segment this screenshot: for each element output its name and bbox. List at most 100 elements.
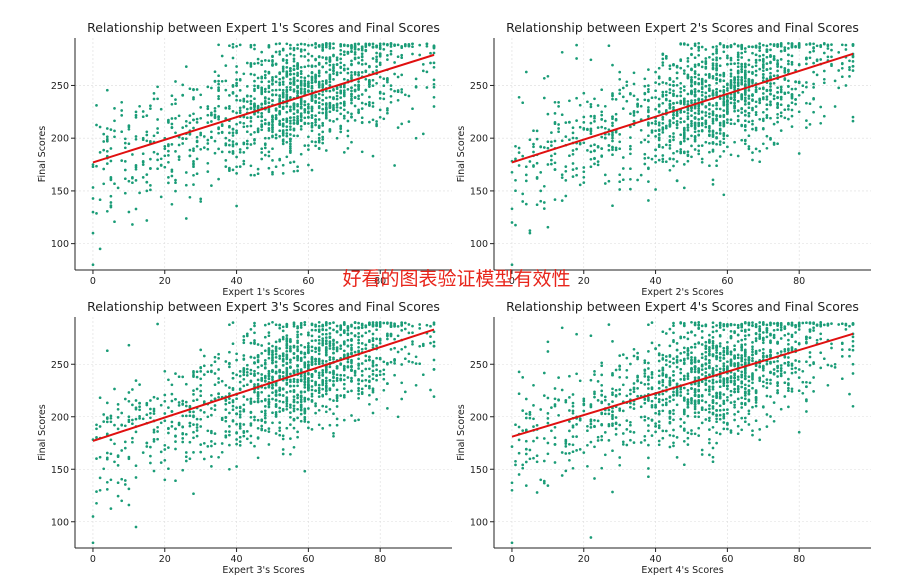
x-axis-label: Expert 1's Scores: [222, 287, 304, 298]
scatter-point: [317, 147, 321, 151]
scatter-point: [393, 43, 396, 47]
scatter-point: [639, 405, 643, 409]
scatter-point: [711, 89, 715, 93]
scatter-point: [805, 360, 808, 364]
scatter-point: [342, 67, 346, 71]
scatter-point: [389, 94, 393, 98]
scatter-point: [310, 398, 314, 402]
x-tick-label: 40: [231, 554, 243, 565]
scatter-point: [260, 419, 264, 423]
scatter-point: [91, 231, 95, 235]
scatter-point: [772, 419, 776, 423]
scatter-point: [560, 173, 564, 177]
scatter-point: [163, 165, 167, 169]
scatter-point: [421, 69, 425, 73]
scatter-point: [769, 88, 772, 92]
scatter-point: [736, 154, 740, 158]
scatter-point: [357, 48, 360, 51]
scatter-point: [668, 139, 672, 142]
scatter-point: [557, 101, 560, 104]
scatter-point: [747, 45, 751, 48]
scatter-point: [532, 165, 535, 168]
scatter-point: [733, 86, 736, 90]
scatter-point: [231, 56, 235, 60]
scatter-point: [271, 397, 274, 401]
scatter-point: [611, 63, 614, 67]
scatter-point: [844, 328, 848, 331]
scatter-point: [350, 389, 353, 393]
scatter-point: [722, 149, 726, 153]
scatter-point: [263, 414, 267, 417]
scatter-point: [235, 358, 238, 362]
scatter-point: [152, 428, 156, 432]
scatter-point: [779, 49, 783, 53]
scatter-point: [639, 173, 643, 177]
scatter-point: [643, 152, 647, 156]
scatter-point: [575, 423, 578, 426]
scatter-point: [661, 146, 665, 149]
scatter-point: [682, 133, 686, 137]
scatter-point: [310, 64, 314, 68]
scatter-point: [202, 364, 206, 368]
scatter-point: [195, 135, 199, 139]
scatter-point: [708, 361, 711, 365]
scatter-point: [682, 72, 686, 75]
scatter-point: [192, 161, 195, 165]
scatter-point: [342, 102, 346, 105]
scatter-point: [156, 397, 159, 400]
scatter-point: [743, 80, 747, 83]
scatter-point: [776, 369, 779, 373]
scatter-point: [224, 88, 228, 92]
scatter-point: [700, 87, 704, 91]
scatter-point: [242, 370, 246, 374]
scatter-point: [639, 141, 643, 144]
scatter-point: [271, 376, 274, 380]
scatter-point: [729, 153, 733, 157]
scatter-point: [657, 158, 661, 162]
scatter-point: [740, 70, 744, 74]
scatter-point: [181, 414, 185, 418]
scatter-point: [113, 423, 116, 427]
scatter-point: [131, 418, 134, 422]
scatter-point: [779, 95, 783, 99]
scatter-point: [285, 42, 289, 46]
scatter-point: [400, 324, 404, 327]
scatter-point: [722, 137, 726, 141]
scatter-point: [289, 128, 292, 131]
scatter-point: [729, 79, 733, 82]
scatter-point: [761, 347, 765, 351]
scatter-point: [542, 371, 546, 375]
scatter-point: [339, 66, 343, 70]
scatter-point: [400, 321, 404, 324]
x-tick-label: 80: [374, 276, 386, 287]
scatter-point: [805, 119, 808, 122]
scatter-point: [224, 165, 228, 168]
scatter-point: [242, 341, 246, 345]
scatter-point: [726, 118, 729, 121]
scatter-point: [539, 189, 543, 193]
scatter-point: [105, 137, 109, 141]
scatter-point: [657, 409, 661, 413]
scatter-point: [386, 107, 389, 110]
scatter-point: [697, 53, 701, 57]
scatter-point: [553, 443, 557, 446]
scatter-point: [679, 94, 683, 98]
scatter-point: [324, 349, 328, 353]
scatter-point: [400, 122, 404, 126]
scatter-point: [346, 71, 350, 75]
scatter-point: [217, 104, 220, 108]
scatter-point: [296, 339, 299, 343]
scatter-point: [779, 90, 783, 94]
scatter-point: [289, 72, 292, 76]
scatter-point: [95, 435, 98, 439]
scatter-point: [375, 398, 378, 401]
scatter-point: [697, 89, 701, 93]
scatter-point: [364, 347, 368, 350]
scatter-point: [116, 494, 120, 498]
scatter-point: [664, 55, 668, 58]
scatter-point: [779, 88, 783, 92]
scatter-point: [263, 323, 267, 327]
scatter-point: [296, 134, 299, 138]
scatter-point: [368, 101, 371, 104]
scatter-point: [105, 349, 109, 353]
